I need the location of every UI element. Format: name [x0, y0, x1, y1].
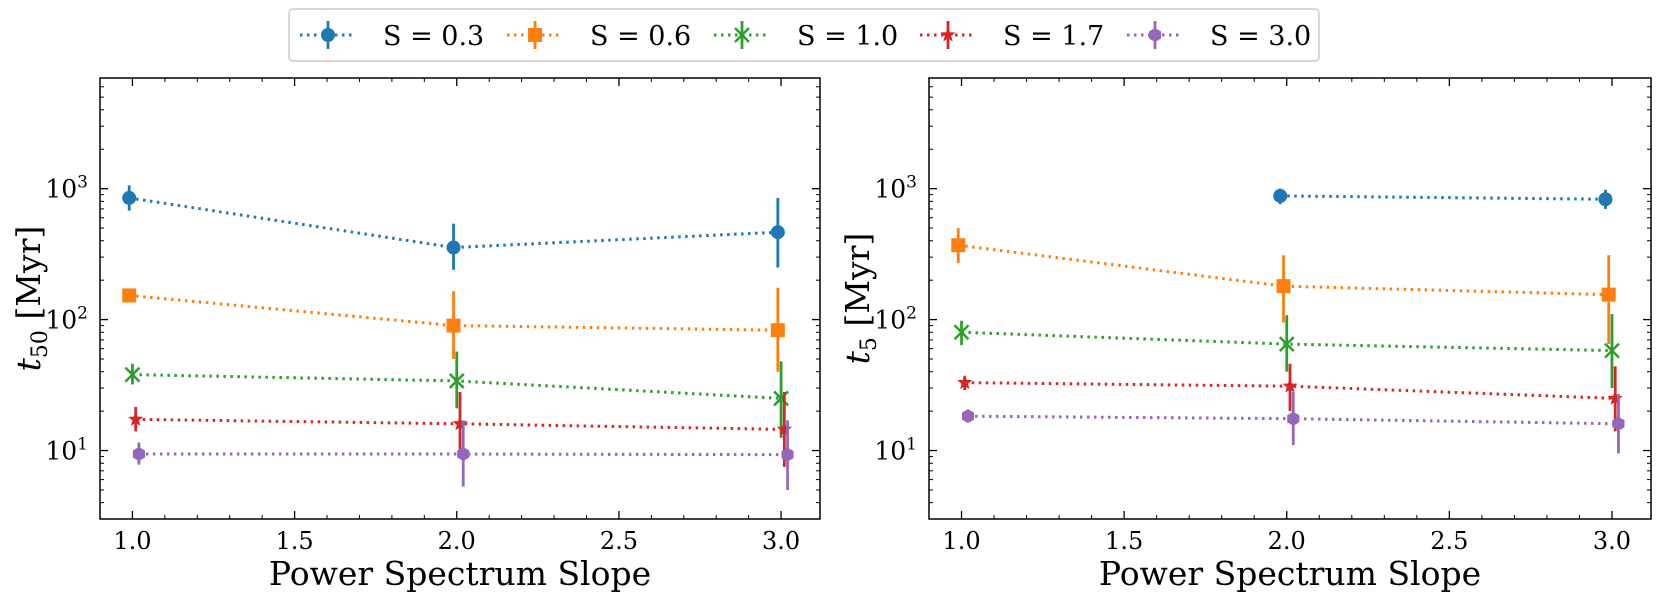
- data-point: [953, 324, 970, 341]
- data-point: [957, 374, 973, 390]
- axes-frame: [928, 77, 1652, 520]
- x-axis-label: Power Spectrum Slope: [269, 554, 651, 593]
- data-point: [1282, 378, 1298, 393]
- x-tick-label: 1.5: [276, 527, 314, 555]
- y-tick-label: 103: [874, 173, 917, 204]
- data-point: [1287, 411, 1300, 426]
- data-point: [452, 415, 468, 431]
- legend-label: S = 3.0: [1210, 21, 1311, 52]
- series: [122, 287, 785, 372]
- data-point: [1607, 390, 1623, 405]
- series-line: [1280, 194, 1606, 201]
- y-tick-label: 103: [45, 173, 88, 204]
- legend-entry: S = 0.3: [300, 21, 484, 52]
- data-point: [122, 288, 137, 303]
- chart-panel: 1.0 1.5 2.0 2.5 3.0 101 102 103 Power Spectrum S…: [9, 77, 821, 593]
- x-tick-label: 3.0: [1593, 527, 1631, 555]
- data-point: [124, 366, 141, 383]
- data-point: [1598, 192, 1613, 207]
- data-point: [1278, 336, 1295, 352]
- x-tick-label: 1.0: [113, 527, 151, 555]
- data-point: [1273, 188, 1288, 203]
- y-tick-label: 102: [874, 304, 917, 335]
- x-tick-label: 2.5: [600, 527, 638, 555]
- legend-entry: S = 1.0: [714, 21, 898, 52]
- y-tick-label: 102: [45, 304, 88, 335]
- legend-marker: [1148, 28, 1162, 42]
- x-tick-label: 2.5: [1430, 527, 1468, 555]
- data-point: [951, 238, 966, 253]
- x-axis-label: Power Spectrum Slope: [1099, 554, 1481, 593]
- data-point: [132, 447, 145, 462]
- chart-panel: 1.0 1.5 2.0 2.5 3.0 101 102 103 Power Spectrum S…: [838, 77, 1652, 593]
- legend-marker: [528, 28, 542, 42]
- x-tick-label: 2.0: [438, 527, 476, 555]
- data-point: [1612, 416, 1625, 431]
- legend-label: S = 0.3: [383, 21, 484, 52]
- y-axis-label: t5 [Myr]: [838, 233, 882, 365]
- series: [961, 391, 1625, 454]
- y-tick-label: 101: [45, 435, 88, 466]
- legend-label: S = 1.7: [1003, 21, 1104, 52]
- legend-marker: [321, 28, 335, 42]
- data-point: [1276, 279, 1291, 294]
- y-tick-label: 101: [874, 435, 917, 466]
- data-point: [781, 447, 794, 462]
- data-point: [776, 421, 792, 436]
- data-point: [770, 225, 785, 240]
- x-tick-label: 2.0: [1268, 527, 1306, 555]
- y-axis-label: t50 [Myr]: [9, 226, 53, 372]
- series: [132, 420, 794, 490]
- data-point: [446, 318, 461, 333]
- data-point: [961, 409, 975, 424]
- data-point: [122, 190, 137, 205]
- data-point: [446, 240, 461, 255]
- x-tick-label: 1.5: [1105, 527, 1143, 555]
- legend-label: S = 0.6: [590, 21, 691, 52]
- data-point: [457, 447, 470, 462]
- data-point: [773, 390, 789, 407]
- legend-marker: [734, 27, 750, 43]
- axes-frame: [99, 77, 821, 520]
- x-tick-label: 1.0: [942, 527, 980, 555]
- legend-entry: S = 1.7: [920, 21, 1104, 52]
- data-point: [1601, 287, 1616, 302]
- series: [1273, 188, 1613, 209]
- legend-entry: S = 3.0: [1127, 21, 1311, 52]
- x-tick-label: 3.0: [762, 527, 800, 555]
- series: [951, 228, 1616, 345]
- legend: S = 0.3 S = 0.6 S = 1.0 S = 1.7 S = 3.0: [288, 8, 1320, 62]
- legend-label: S = 1.0: [797, 21, 898, 52]
- data-point: [1604, 342, 1620, 359]
- series: [124, 351, 789, 438]
- legend-frame: [288, 8, 1320, 62]
- series: [122, 185, 785, 270]
- legend-entry: S = 0.6: [507, 21, 691, 52]
- series: [953, 314, 1620, 389]
- data-point: [128, 411, 144, 426]
- data-point: [770, 323, 785, 338]
- legend-marker: [940, 27, 956, 42]
- data-point: [448, 373, 465, 389]
